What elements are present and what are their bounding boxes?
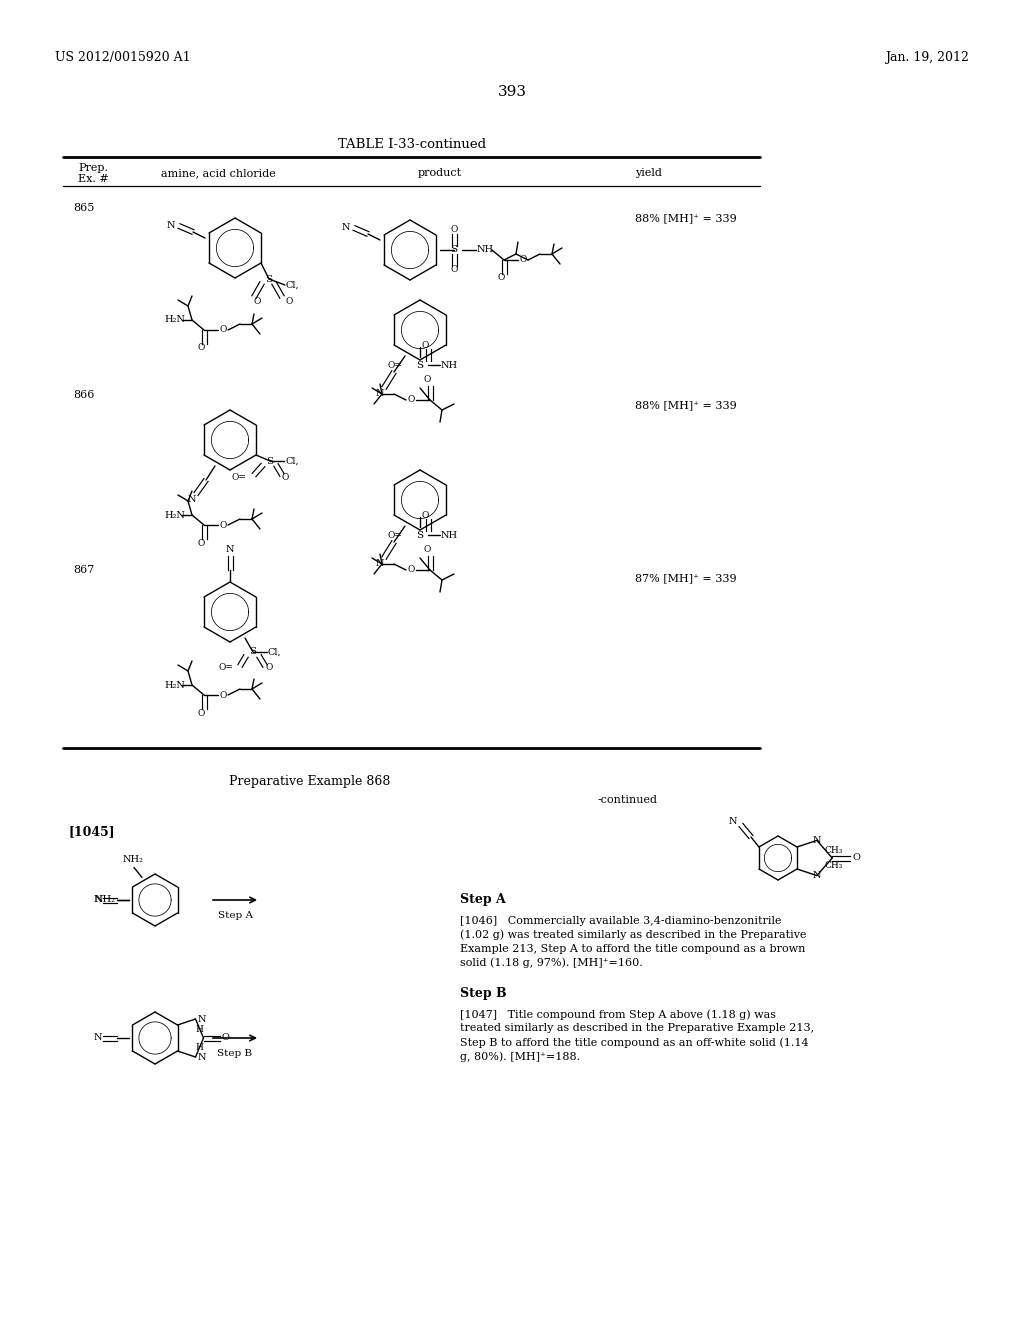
Text: O: O — [219, 520, 226, 529]
Text: O: O — [498, 273, 506, 282]
Text: N: N — [94, 1034, 102, 1043]
Text: O: O — [451, 265, 458, 275]
Text: TABLE I-33-continued: TABLE I-33-continued — [338, 139, 486, 152]
Text: O: O — [253, 297, 261, 305]
Text: O: O — [408, 396, 415, 404]
Text: Cl,: Cl, — [286, 281, 300, 289]
Text: N: N — [728, 817, 737, 825]
Text: O=: O= — [218, 664, 233, 672]
Text: S: S — [266, 457, 273, 466]
Text: N: N — [94, 895, 102, 904]
Text: H: H — [196, 1043, 204, 1052]
Text: 865: 865 — [73, 203, 94, 213]
Text: S: S — [417, 360, 424, 370]
Text: N: N — [198, 1052, 206, 1061]
Text: O: O — [219, 326, 226, 334]
Text: N: N — [813, 871, 821, 880]
Text: O: O — [852, 854, 860, 862]
Text: N: N — [813, 836, 821, 845]
Text: NH: NH — [441, 531, 458, 540]
Text: N: N — [167, 222, 175, 231]
Text: Cl,: Cl, — [268, 648, 282, 656]
Text: CH₃: CH₃ — [825, 846, 843, 855]
Text: Preparative Example 868: Preparative Example 868 — [229, 776, 391, 788]
Text: 393: 393 — [498, 84, 526, 99]
Text: product: product — [418, 168, 462, 178]
Text: -continued: -continued — [598, 795, 658, 805]
Text: Step A: Step A — [460, 894, 506, 907]
Text: S: S — [451, 246, 458, 255]
Text: S: S — [250, 648, 257, 656]
Text: [1045]: [1045] — [68, 825, 115, 838]
Text: 87% [MH]⁺ = 339: 87% [MH]⁺ = 339 — [635, 573, 736, 583]
Text: yield: yield — [635, 168, 662, 178]
Text: O: O — [424, 375, 431, 384]
Text: NH: NH — [441, 360, 458, 370]
Text: N: N — [342, 223, 350, 232]
Text: 88% [MH]⁺ = 339: 88% [MH]⁺ = 339 — [635, 213, 736, 223]
Text: US 2012/0015920 A1: US 2012/0015920 A1 — [55, 51, 190, 65]
Text: 88% [MH]⁺ = 339: 88% [MH]⁺ = 339 — [635, 400, 736, 411]
Text: O: O — [265, 664, 272, 672]
Text: O: O — [451, 226, 458, 235]
Text: O: O — [285, 297, 293, 305]
Text: S: S — [417, 531, 424, 540]
Text: O=: O= — [387, 360, 402, 370]
Text: [1046]   Commercially available 3,4-diamino-benzonitrile
(1.02 g) was treated si: [1046] Commercially available 3,4-diamin… — [460, 916, 807, 969]
Text: O: O — [519, 256, 526, 264]
Text: O: O — [219, 690, 226, 700]
Text: Ex. #: Ex. # — [78, 174, 109, 183]
Text: NH₂: NH₂ — [94, 895, 115, 904]
Text: Jan. 19, 2012: Jan. 19, 2012 — [885, 51, 969, 65]
Text: Step A: Step A — [217, 911, 253, 920]
Text: N: N — [225, 545, 234, 554]
Text: O: O — [198, 709, 206, 718]
Text: N: N — [198, 1015, 206, 1023]
Text: O: O — [422, 511, 429, 520]
Text: CH₃: CH₃ — [825, 861, 843, 870]
Text: 867: 867 — [73, 565, 94, 576]
Text: O: O — [282, 473, 290, 482]
Text: H₂N: H₂N — [164, 315, 185, 325]
Text: [1047]   Title compound from Step A above (1.18 g) was
treated similarly as desc: [1047] Title compound from Step A above … — [460, 1008, 814, 1063]
Text: H₂N: H₂N — [164, 511, 185, 520]
Text: N: N — [187, 495, 197, 503]
Text: N: N — [376, 558, 384, 568]
Text: H: H — [196, 1024, 204, 1034]
Text: O: O — [408, 565, 415, 574]
Text: NH₂: NH₂ — [123, 855, 143, 865]
Text: O=: O= — [231, 473, 246, 482]
Text: Cl,: Cl, — [285, 457, 299, 466]
Text: NH: NH — [477, 246, 495, 255]
Text: S: S — [265, 275, 272, 284]
Text: O: O — [424, 545, 431, 554]
Text: O: O — [422, 341, 429, 350]
Text: Step B: Step B — [460, 986, 507, 999]
Text: O=: O= — [387, 531, 402, 540]
Text: O: O — [198, 539, 206, 548]
Text: Step B: Step B — [217, 1048, 253, 1057]
Text: N: N — [376, 388, 384, 397]
Text: Prep.: Prep. — [78, 162, 108, 173]
Text: amine, acid chloride: amine, acid chloride — [161, 168, 275, 178]
Text: O: O — [221, 1034, 229, 1043]
Text: H₂N: H₂N — [164, 681, 185, 689]
Text: O: O — [198, 343, 206, 352]
Text: 866: 866 — [73, 389, 94, 400]
